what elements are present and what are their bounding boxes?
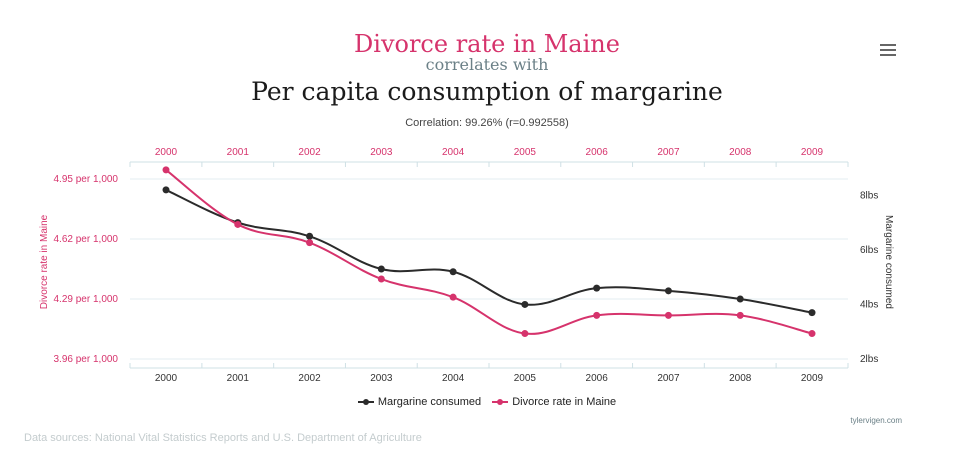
correlation-text: Correlation: 99.26% (r=0.992558) bbox=[405, 117, 569, 129]
x-tick-label-bottom-2006: 2006 bbox=[586, 373, 609, 384]
x-tick-label-bottom-2000: 2000 bbox=[155, 373, 178, 384]
point-margarine-consumed-2009 bbox=[808, 309, 816, 317]
chart-legend: Margarine consumed Divorce rate in Maine bbox=[0, 396, 974, 409]
credit-text: tylervigen.com bbox=[850, 416, 902, 425]
point-margarine-consumed-2007 bbox=[664, 287, 672, 295]
y-right-tick-label-0: 8lbs bbox=[860, 190, 878, 201]
legend-label-margarine: Margarine consumed bbox=[377, 396, 482, 408]
x-tick-label-top-2001: 2001 bbox=[227, 147, 250, 158]
x-tick-label-top-2005: 2005 bbox=[514, 147, 537, 158]
point-divorce-rate-in-maine-2004 bbox=[449, 293, 457, 301]
series-line-margarine-consumed bbox=[165, 188, 813, 314]
legend-marker-margarine bbox=[357, 399, 374, 405]
y-right-tick-label-2: 4lbs bbox=[860, 299, 878, 310]
legend-label-divorce: Divorce rate in Maine bbox=[512, 396, 617, 408]
x-tick-label-bottom-2003: 2003 bbox=[370, 373, 393, 384]
x-tick-label-bottom-2008: 2008 bbox=[729, 373, 752, 384]
x-tick-label-top-2009: 2009 bbox=[801, 147, 824, 158]
y-left-tick-label-1: 4.62 per 1,000 bbox=[54, 234, 119, 245]
x-tick-label-bottom-2001: 2001 bbox=[227, 373, 250, 384]
point-divorce-rate-in-maine-2009 bbox=[808, 330, 816, 338]
x-tick-label-top-2007: 2007 bbox=[657, 147, 680, 158]
x-tick-label-top-2000: 2000 bbox=[155, 147, 178, 158]
point-margarine-consumed-2005 bbox=[521, 300, 529, 308]
x-tick-label-bottom-2004: 2004 bbox=[442, 373, 465, 384]
x-tick-label-bottom-2005: 2005 bbox=[514, 373, 537, 384]
chart-title-block: Divorce rate in Maine correlates with Pe… bbox=[0, 30, 974, 129]
y-left-axis-title: Divorce rate in Maine bbox=[39, 214, 50, 309]
legend-item-divorce[interactable]: Divorce rate in Maine bbox=[492, 396, 616, 408]
y-left-tick-label-2: 4.29 per 1,000 bbox=[54, 294, 119, 305]
point-margarine-consumed-2004 bbox=[449, 268, 457, 276]
legend-marker-divorce bbox=[492, 399, 509, 405]
point-margarine-consumed-2008 bbox=[736, 295, 744, 303]
hamburger-menu-icon[interactable] bbox=[880, 44, 896, 56]
point-divorce-rate-in-maine-2000 bbox=[162, 166, 170, 174]
point-margarine-consumed-2002 bbox=[306, 232, 314, 240]
point-divorce-rate-in-maine-2003 bbox=[377, 275, 385, 283]
x-tick-label-top-2006: 2006 bbox=[586, 147, 609, 158]
y-right-axis-title: Margarine consumed bbox=[883, 215, 894, 309]
x-tick-label-bottom-2009: 2009 bbox=[801, 373, 824, 384]
point-divorce-rate-in-maine-2007 bbox=[664, 311, 672, 319]
point-margarine-consumed-2006 bbox=[593, 284, 601, 292]
title-connector: correlates with bbox=[425, 55, 549, 74]
y-left-tick-label-0: 4.95 per 1,000 bbox=[54, 174, 119, 185]
x-tick-label-top-2004: 2004 bbox=[442, 147, 465, 158]
legend-item-margarine[interactable]: Margarine consumed bbox=[357, 396, 482, 408]
point-divorce-rate-in-maine-2002 bbox=[306, 239, 314, 247]
point-divorce-rate-in-maine-2006 bbox=[593, 311, 601, 319]
x-tick-label-bottom-2002: 2002 bbox=[298, 373, 321, 384]
point-divorce-rate-in-maine-2001 bbox=[234, 220, 242, 228]
point-margarine-consumed-2003 bbox=[377, 265, 385, 273]
series-line-divorce-rate-in-maine bbox=[165, 169, 813, 335]
point-divorce-rate-in-maine-2008 bbox=[736, 311, 744, 319]
y-right-tick-label-3: 2lbs bbox=[860, 354, 878, 365]
x-tick-label-top-2003: 2003 bbox=[370, 147, 393, 158]
x-tick-label-top-2002: 2002 bbox=[298, 147, 321, 158]
title-variable-1: Divorce rate in Maine bbox=[354, 30, 620, 58]
y-right-tick-label-1: 6lbs bbox=[860, 245, 878, 256]
point-margarine-consumed-2000 bbox=[162, 186, 170, 194]
x-tick-label-bottom-2007: 2007 bbox=[657, 373, 680, 384]
x-tick-label-top-2008: 2008 bbox=[729, 147, 752, 158]
title-variable-2: Per capita consumption of margarine bbox=[251, 77, 723, 106]
data-sources-text: Data sources: National Vital Statistics … bbox=[24, 432, 422, 444]
y-left-tick-label-3: 3.96 per 1,000 bbox=[54, 354, 119, 365]
point-divorce-rate-in-maine-2005 bbox=[521, 330, 529, 338]
